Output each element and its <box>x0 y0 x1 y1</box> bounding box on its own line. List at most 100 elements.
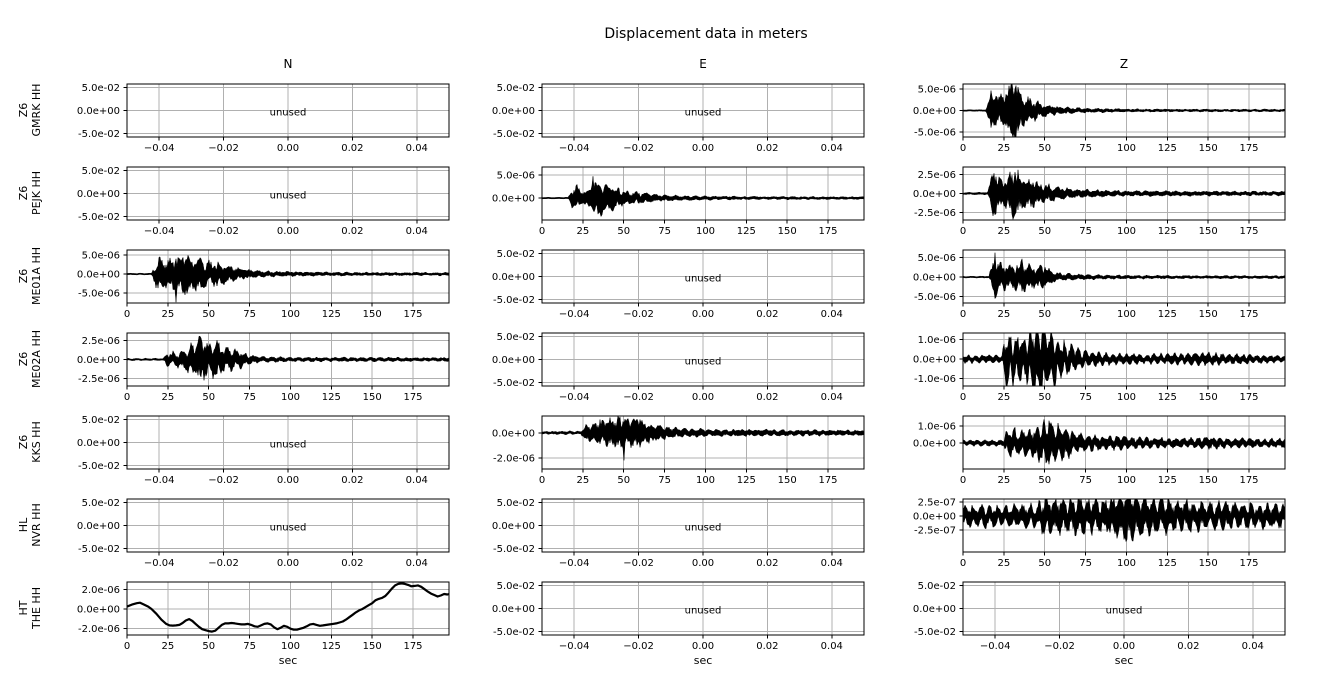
subplot-gmrk-hh-e: unused −0.04 −0.02 0.00 0.02 0.04 5.0e-02 0.0e+… <box>492 83 865 154</box>
x-tick-label: 0.04 <box>821 143 843 154</box>
x-tick-label: 75 <box>243 309 256 320</box>
y-tick-label: 0.0e+00 <box>77 189 120 200</box>
x-tick-label: 0.00 <box>692 641 714 652</box>
x-tick-label: 0 <box>960 392 966 403</box>
x-tick-label: −0.04 <box>144 475 175 486</box>
x-tick-label: 175 <box>403 641 422 652</box>
figure-title: Displacement data in meters <box>604 26 808 42</box>
x-tick-label: 50 <box>1038 392 1051 403</box>
x-tick-label: 125 <box>1158 475 1177 486</box>
x-tick-label: 75 <box>1079 475 1092 486</box>
x-tick-label: 100 <box>1117 226 1136 237</box>
x-tick-label: 0.00 <box>1113 641 1135 652</box>
x-tick-label: 125 <box>737 475 756 486</box>
y-tick-label: 5.0e-02 <box>497 332 535 343</box>
y-tick-label: -5.0e-02 <box>78 544 120 555</box>
x-tick-label: 75 <box>658 475 671 486</box>
x-tick-label: 125 <box>1158 392 1177 403</box>
x-tick-label: 175 <box>818 475 837 486</box>
y-tick-label: 5.0e-06 <box>918 253 956 264</box>
tick-marks <box>959 501 1250 556</box>
x-tick-label: 25 <box>998 475 1011 486</box>
y-tick-label: 0.0e+00 <box>913 355 956 366</box>
subplot-kks-hh-e: 0 25 50 75 100 125 150 175 0.0e+00 -2.0e-06 <box>492 415 865 486</box>
x-tick-label: −0.04 <box>559 143 590 154</box>
x-tick-label: 100 <box>281 392 300 403</box>
subplot-pejk-hh-e: 0 25 50 75 100 125 150 175 5.0e-06 0.0e+00 <box>492 166 865 237</box>
unused-axes: unused −0.04 −0.02 0.00 0.02 0.04 5.0e-02 0.0e+… <box>492 83 865 154</box>
subplot-me01a-hh-e: unused −0.04 −0.02 0.00 0.02 0.04 5.0e-02 0.0e+… <box>492 249 865 320</box>
x-tick-label: −0.04 <box>559 392 590 403</box>
x-tick-label: 0.00 <box>692 558 714 569</box>
x-tick-label: −0.04 <box>144 558 175 569</box>
x-tick-label: 0.04 <box>821 309 843 320</box>
x-tick-label: 125 <box>1158 309 1177 320</box>
x-tick-label: 25 <box>998 558 1011 569</box>
x-tick-label: 75 <box>1079 558 1092 569</box>
gridlines <box>542 499 864 552</box>
y-tick-label: -5.0e-02 <box>493 627 535 638</box>
subplot-gmrk-hh-z: 0 25 50 75 100 125 150 175 5.0e-06 0.0e+00 -5.0e-0… <box>913 83 1286 154</box>
y-tick-label: 0.0e+00 <box>77 270 120 281</box>
x-tick-label: 100 <box>696 475 715 486</box>
unused-axes: unused −0.04 −0.02 0.00 0.02 0.04 5.0e-02 0.0e+… <box>492 249 865 320</box>
y-tick-label: 5.0e-02 <box>497 581 535 592</box>
axes-spine <box>126 249 450 304</box>
subplot-me01a-hh-n: 0 25 50 75 100 125 150 175 5.0e-06 0.0e+00 -5.0e-0… <box>77 249 450 320</box>
seismogram-axes: 0 25 50 75 100 125 150 175 2.5e-07 0.0e+00 -2.5e-0… <box>913 497 1286 569</box>
x-tick-label: 0.04 <box>1242 641 1264 652</box>
x-tick-label: 0 <box>124 392 130 403</box>
x-tick-label: 150 <box>1199 226 1218 237</box>
x-tick-label: 25 <box>998 226 1011 237</box>
y-tick-label: 0.0e+00 <box>913 189 956 200</box>
unused-label: unused <box>270 440 307 451</box>
x-tick-label: 0 <box>960 558 966 569</box>
x-tick-label: 0 <box>124 641 130 652</box>
x-tick-label: 75 <box>658 226 671 237</box>
x-tick-label: 50 <box>1038 475 1051 486</box>
x-tick-label: 0.02 <box>756 309 778 320</box>
y-tick-label: 0.0e+00 <box>913 604 956 615</box>
unused-label: unused <box>270 108 307 119</box>
tick-marks <box>123 87 418 141</box>
x-tick-label: 150 <box>778 226 797 237</box>
x-tick-label: 75 <box>243 641 256 652</box>
tick-marks <box>538 174 829 224</box>
unused-label: unused <box>270 523 307 534</box>
axes-spine <box>962 498 1286 553</box>
y-tick-label: 0.0e+00 <box>77 521 120 532</box>
unused-label: unused <box>270 191 307 202</box>
seismogram-axes: 0 25 50 75 100 125 150 175 5.0e-06 0.0e+00 -5.0e-0… <box>913 83 1286 154</box>
x-tick-label: 0.02 <box>341 143 363 154</box>
y-tick-label: 0.0e+00 <box>913 438 956 449</box>
x-tick-label: 0.00 <box>692 143 714 154</box>
y-tick-label: -5.0e-02 <box>78 461 120 472</box>
y-tick-label: 2.5e-07 <box>918 497 956 508</box>
y-tick-label: 5.0e-02 <box>497 249 535 260</box>
x-tick-label: −0.02 <box>623 143 654 154</box>
subplot-the-hh-e: unused −0.04 −0.02 0.00 0.02 0.04 5.0e-02 0.0e+… <box>492 581 865 652</box>
tick-marks <box>538 432 829 473</box>
x-tick-label: 0 <box>124 309 130 320</box>
x-tick-label: 0.02 <box>756 558 778 569</box>
y-tick-label: 0.0e+00 <box>77 438 120 449</box>
x-tick-label: 100 <box>1117 309 1136 320</box>
waveform-trace <box>963 169 1285 220</box>
y-tick-label: 1.0e-06 <box>918 422 956 433</box>
y-tick-label: 0.0e+00 <box>492 521 535 532</box>
y-tick-label: 2.5e-06 <box>82 336 120 347</box>
tick-marks <box>959 425 1250 473</box>
waveform-trace <box>127 254 449 303</box>
x-tick-label: 25 <box>577 226 590 237</box>
gridlines <box>542 84 864 137</box>
y-tick-label: -2.5e-06 <box>78 374 120 385</box>
waveform-trace <box>963 252 1285 300</box>
x-tick-label: 125 <box>737 226 756 237</box>
seismogram-axes: 0 25 50 75 100 125 150 175 2.5e-06 0.0e+00 -2.5e-0… <box>77 332 450 403</box>
x-tick-label: 150 <box>1199 143 1218 154</box>
gridlines <box>542 582 864 635</box>
subplot-kks-hh-n: unused −0.04 −0.02 0.00 0.02 0.04 5.0e-02 0.0e+… <box>77 415 450 486</box>
x-tick-label: 50 <box>202 641 215 652</box>
y-tick-label: 5.0e-06 <box>918 85 956 96</box>
